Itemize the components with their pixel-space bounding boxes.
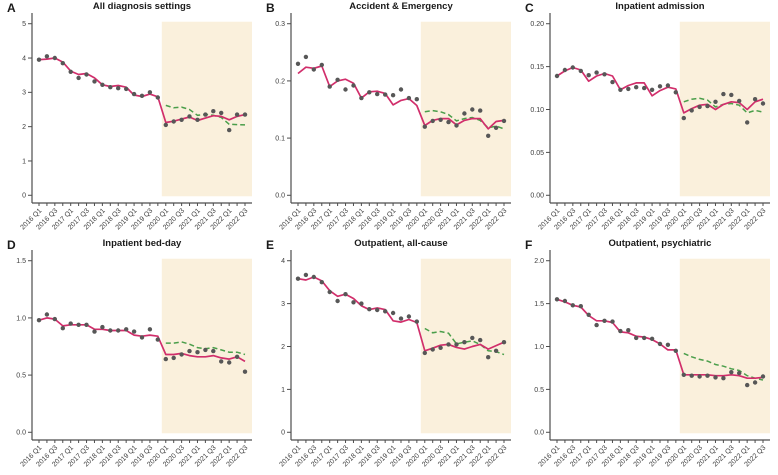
svg-text:4: 4 (22, 55, 26, 62)
panel-title-all-diagnosis: All diagnosis settings (92, 1, 192, 12)
svg-text:0.0: 0.0 (16, 430, 26, 437)
svg-text:0.10: 0.10 (530, 107, 544, 114)
panel-label-a: A (7, 1, 16, 15)
svg-text:1.0: 1.0 (16, 315, 26, 322)
panel-title-inpatient-admission: Inpatient admission (615, 1, 705, 12)
panel-all-diagnosis: A All diagnosis settings 0 1 2 3 4 5 2016 Q1 20… (0, 0, 259, 237)
svg-text:5: 5 (22, 21, 26, 28)
svg-text:0.00: 0.00 (530, 193, 544, 200)
svg-text:4: 4 (281, 258, 285, 265)
svg-text:1.0: 1.0 (534, 344, 544, 351)
svg-text:1.5: 1.5 (534, 301, 544, 308)
svg-text:1: 1 (22, 158, 26, 165)
panel-label-e: E (266, 238, 275, 252)
svg-text:0.3: 0.3 (275, 21, 285, 28)
svg-text:2: 2 (22, 124, 26, 131)
svg-text:0.0: 0.0 (275, 193, 285, 200)
svg-text:3: 3 (281, 301, 285, 308)
panel-inpatient-admission: C Inpatient admission 0.00 0.05 0.10 0.15 0.… (518, 0, 778, 237)
svg-text:0.05: 0.05 (530, 150, 544, 157)
svg-text:0.15: 0.15 (530, 64, 544, 71)
svg-text:0: 0 (22, 193, 26, 200)
panel-outpatient-psychiatric: F Outpatient, psychiatric 0.0 0.5 1.0 1.5 2.… (518, 237, 778, 475)
panel-title-inpatient-bed-day: Inpatient bed-day (102, 238, 182, 249)
svg-text:2.0: 2.0 (534, 258, 544, 265)
panel-label-c: C (525, 1, 534, 15)
panel-label-d: D (7, 238, 16, 252)
svg-text:1: 1 (281, 387, 285, 394)
panel-label-f: F (525, 238, 533, 252)
svg-text:0: 0 (281, 430, 285, 437)
panel-title-outpatient-psychiatric: Outpatient, psychiatric (608, 238, 712, 249)
svg-text:0.20: 0.20 (530, 21, 544, 28)
panel-title-outpatient-all-cause: Outpatient, all-cause (354, 238, 448, 249)
panel-title-accident-emergency: Accident & Emergency (349, 1, 453, 12)
panel-inpatient-bed-day: D Inpatient bed-day 0.0 0.5 1.0 1.5 2016 Q1 2… (0, 237, 259, 475)
svg-text:2: 2 (281, 344, 285, 351)
panel-accident-emergency: B Accident & Emergency 0.0 0.1 0.2 0.3 2016 … (259, 0, 518, 237)
svg-text:3: 3 (22, 90, 26, 97)
svg-text:0.2: 0.2 (275, 78, 285, 85)
panel-label-b: B (266, 1, 275, 15)
panel-outpatient-all-cause: E Outpatient, all-cause 0 1 2 3 4 2016 Q1 2016… (259, 237, 518, 475)
svg-text:1.5: 1.5 (16, 258, 26, 265)
svg-text:0.0: 0.0 (534, 430, 544, 437)
svg-text:0.1: 0.1 (275, 135, 285, 142)
svg-text:0.5: 0.5 (534, 387, 544, 394)
svg-text:0.5: 0.5 (16, 372, 26, 379)
